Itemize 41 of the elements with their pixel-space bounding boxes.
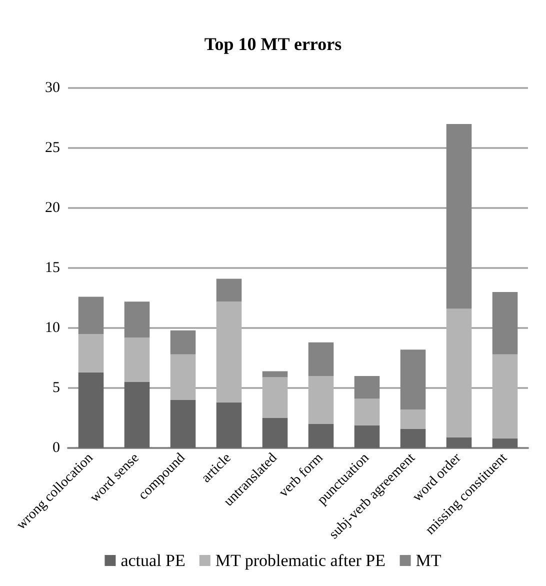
bar	[170, 330, 196, 354]
legend-label: actual PE	[120, 551, 186, 570]
bar	[262, 418, 288, 448]
y-tick-label: 30	[45, 80, 60, 96]
bar	[262, 377, 288, 418]
y-tick-label: 10	[45, 320, 60, 336]
y-tick-label: 0	[52, 440, 60, 456]
bar	[354, 398, 380, 426]
bar	[492, 354, 518, 438]
bar	[262, 371, 288, 378]
bar	[400, 428, 426, 448]
chart-title: Top 10 MT errors	[204, 34, 342, 54]
bar	[446, 124, 472, 309]
bar	[216, 302, 242, 402]
bar	[492, 292, 518, 354]
bar	[78, 296, 104, 334]
bar	[78, 372, 104, 448]
y-tick-label: 25	[45, 140, 60, 156]
bar	[446, 437, 472, 448]
bar	[170, 354, 196, 400]
y-tick-label: 20	[45, 200, 60, 216]
bar	[216, 402, 242, 448]
bar	[170, 400, 196, 448]
bar	[492, 438, 518, 448]
y-tick-label: 5	[52, 380, 60, 396]
bar	[308, 342, 334, 376]
bar	[400, 350, 426, 410]
bar	[354, 425, 380, 448]
bar	[446, 308, 472, 438]
bar	[216, 278, 242, 302]
bar	[308, 376, 334, 424]
bar	[400, 410, 426, 429]
y-tick-label: 15	[45, 260, 60, 276]
bar	[308, 424, 334, 448]
bar	[78, 334, 104, 372]
legend-label: MT	[416, 551, 442, 570]
legend-label: MT problematic after PE	[215, 551, 386, 570]
bar	[354, 376, 380, 399]
bar	[124, 302, 150, 338]
bar	[124, 338, 150, 382]
bar	[124, 382, 150, 448]
